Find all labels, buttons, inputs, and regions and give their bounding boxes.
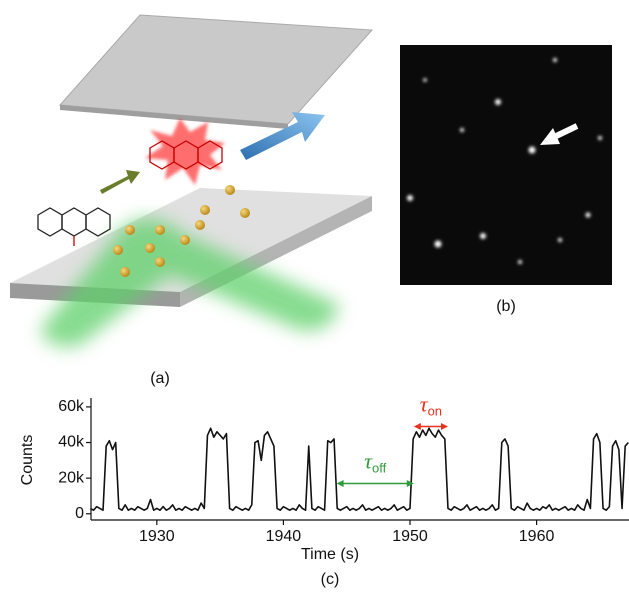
- arrow-head: [337, 480, 344, 487]
- x-tick-label: 1930: [139, 528, 175, 545]
- interval-subscript: off: [372, 461, 387, 476]
- x-tick-label: 1960: [519, 528, 555, 545]
- x-tick-label: 1950: [392, 528, 428, 545]
- y-tick-label: 0: [75, 505, 84, 522]
- interval-subscript: on: [428, 404, 442, 419]
- x-tick-label: 1940: [266, 528, 302, 545]
- x-axis-label: Time (s): [301, 546, 359, 563]
- panel-label: (c): [321, 571, 340, 588]
- microscopy-image: [400, 45, 612, 285]
- arrow-head: [414, 423, 421, 430]
- y-axis-label: Counts: [19, 435, 36, 486]
- trace-line: [90, 428, 628, 510]
- panel-label: (a): [150, 370, 170, 387]
- y-tick-label: 40k: [58, 434, 85, 451]
- interval-label: τoff: [364, 449, 386, 476]
- y-tick-label: 20k: [58, 469, 85, 486]
- time-trace-chart: Time (s) Counts 0 20k 40k 60k 1930 1940 1950 19…: [19, 392, 629, 564]
- interval-label: τon: [420, 392, 442, 419]
- panel-label: (b): [496, 298, 516, 315]
- arrow-head: [441, 423, 448, 430]
- illustration-a: [10, 15, 372, 347]
- figure: (a) (b) Time (s) Counts 0 20k 40k 60k 1930 19…: [0, 0, 629, 596]
- y-tick-label: 60k: [58, 398, 85, 415]
